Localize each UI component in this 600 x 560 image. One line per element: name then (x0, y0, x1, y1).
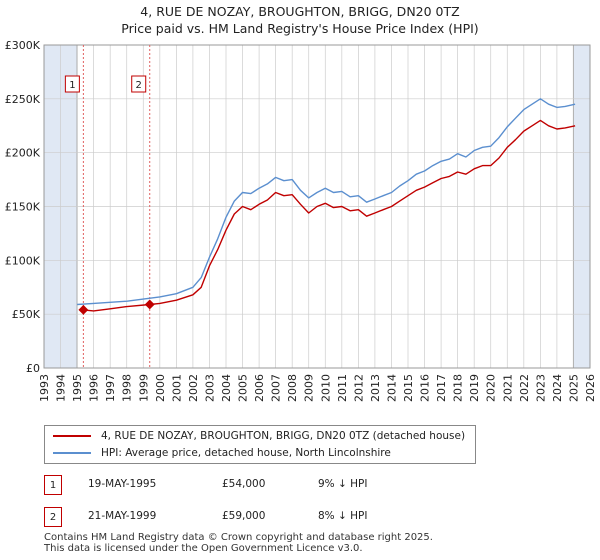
x-tick-label: 2016 (419, 374, 432, 402)
sale-marker-box (64, 75, 80, 93)
x-tick-label: 2020 (485, 374, 498, 402)
x-tick-label: 2022 (518, 374, 531, 402)
transaction-price: £59,000 (222, 510, 266, 522)
x-tick-label: 2001 (170, 374, 183, 402)
legend: 4, RUE DE NOZAY, BROUGHTON, BRIGG, DN20 … (44, 425, 476, 464)
x-tick-label: 2000 (154, 374, 167, 402)
sale-marker-label: 1 (69, 80, 75, 91)
y-tick-label: £50K (12, 308, 41, 321)
transaction-price: £54,000 (222, 478, 266, 490)
x-tick-label: 1994 (55, 374, 68, 402)
x-tick-label: 2025 (567, 374, 580, 402)
y-tick-label: £150K (5, 201, 41, 214)
legend-label-price-paid: 4, RUE DE NOZAY, BROUGHTON, BRIGG, DN20 … (101, 430, 466, 442)
series-line-hpi (77, 98, 576, 306)
x-tick-label: 2002 (187, 374, 200, 402)
x-tick-label: 1993 (38, 374, 51, 402)
legend-item-hpi: HPI: Average price, detached house, Nort… (45, 445, 391, 461)
x-tick-label: 2026 (584, 374, 597, 402)
x-tick-label: 2005 (237, 374, 250, 402)
footer-license: This data is licensed under the Open Gov… (44, 543, 363, 554)
x-tick-label: 2008 (286, 374, 299, 402)
x-tick-label: 2012 (352, 374, 365, 402)
y-tick-label: £100K (5, 254, 41, 267)
x-tick-label: 2007 (270, 374, 283, 402)
transaction-delta: 8% ↓ HPI (318, 510, 368, 522)
x-tick-label: 2004 (220, 374, 233, 402)
x-tick-label: 2003 (203, 374, 216, 402)
x-tick-label: 2021 (501, 374, 514, 402)
transaction-badge: 2 (44, 507, 62, 527)
legend-swatch-price-paid (53, 435, 91, 437)
x-tick-label: 1997 (104, 374, 117, 402)
chart-subtitle: Price paid vs. HM Land Registry's House … (121, 21, 479, 36)
transaction-badge: 1 (44, 475, 62, 495)
footer: Contains HM Land Registry data © Crown c… (44, 532, 433, 554)
transaction-date: 19-MAY-1995 (88, 478, 157, 490)
y-tick-label: £250K (5, 93, 41, 106)
legend-item-price-paid: 4, RUE DE NOZAY, BROUGHTON, BRIGG, DN20 … (45, 428, 465, 444)
series-line-price-paid (83, 119, 576, 312)
x-tick-label: 2024 (551, 374, 564, 402)
x-tick-label: 2011 (336, 374, 349, 402)
y-tick-label: £200K (5, 147, 41, 160)
transaction-row: 1 19-MAY-1995 £54,000 9% ↓ HPI (44, 475, 564, 495)
x-tick-label: 2010 (319, 374, 332, 402)
footer-copyright: Contains HM Land Registry data © Crown c… (44, 532, 433, 543)
legend-swatch-hpi (53, 452, 91, 454)
x-tick-label: 2017 (435, 374, 448, 402)
x-tick-label: 1999 (137, 374, 150, 402)
x-tick-label: 2013 (369, 374, 382, 402)
chart-title: 4, RUE DE NOZAY, BROUGHTON, BRIGG, DN20 … (140, 4, 460, 19)
x-tick-label: 1995 (71, 374, 84, 402)
y-tick-label: £300K (5, 39, 41, 52)
x-tick-label: 2009 (303, 374, 316, 402)
legend-label-hpi: HPI: Average price, detached house, Nort… (101, 447, 391, 459)
sale-marker-box (131, 75, 147, 93)
transaction-row: 2 21-MAY-1999 £59,000 8% ↓ HPI (44, 507, 564, 527)
y-tick-label: £0 (26, 362, 40, 375)
plot-frame (43, 44, 591, 369)
x-tick-label: 2023 (534, 374, 547, 402)
x-tick-label: 2006 (253, 374, 266, 402)
x-tick-label: 2019 (468, 374, 481, 402)
sale-point (144, 299, 155, 310)
x-tick-label: 1996 (88, 374, 101, 402)
x-tick-label: 1998 (121, 374, 134, 402)
x-tick-label: 2014 (385, 374, 398, 402)
sale-marker-label: 2 (136, 80, 142, 91)
x-tick-label: 2018 (452, 374, 465, 402)
x-tick-label: 2015 (402, 374, 415, 402)
transaction-date: 21-MAY-1999 (88, 510, 157, 522)
transaction-delta: 9% ↓ HPI (318, 478, 368, 490)
